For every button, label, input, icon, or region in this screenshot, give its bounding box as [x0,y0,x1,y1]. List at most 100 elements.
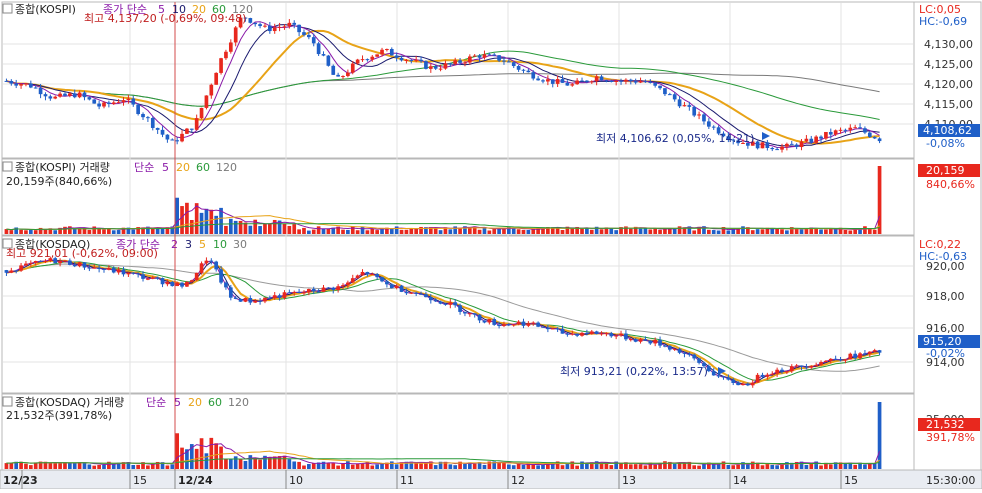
kosdaq-volume-bar [87,464,92,469]
kosdaq-candle-body [746,383,750,386]
kospi-candle-body [667,94,672,96]
kosdaq-volume-bar [604,462,609,469]
kosdaq-volume-bar [228,459,233,469]
kosdaq-volume-bar [146,465,150,469]
kospi-volume-bar [414,228,419,234]
kosdaq-candle-body [428,297,433,301]
kosdaq-candle-body [365,271,370,275]
kosdaq-volume-bar [467,462,472,469]
kospi-candle-body [185,128,189,134]
kosdaq-candle-body [482,320,487,323]
kospi-volume-bar [682,227,687,234]
kosdaq-candle-body [663,345,667,347]
kosdaq-candle-body [146,278,150,280]
kosdaq-candle-body [141,274,145,279]
kospi-price-series [4,14,882,153]
kospi-candle-body [804,138,809,142]
kospi-candle-body [14,83,19,86]
kospi-candle-body [824,131,828,139]
gridlines [3,3,913,469]
kospi-candle-body [321,54,326,56]
kosdaq-volume-bar [155,461,160,469]
kospi-volume-bar [624,226,628,234]
kosdaq-volume-bar [63,462,67,469]
kosdaq-candle-body [789,366,794,372]
kosdaq-candle-body [824,360,828,363]
kospi-candle-body [82,92,87,98]
kosdaq-ma-2: 2 [171,238,178,251]
kospi-ma-120: 120 [232,3,253,16]
kosdaq-volume-bar [438,461,443,469]
kospi-volume-bar [785,230,789,234]
kosdaq-candle-body [828,358,833,361]
kospi-volume-bar [165,227,170,234]
kosdaq-candle-body [541,326,545,328]
kospi-volume-bar [355,230,360,234]
kospi-y-tick-4125: 4,125,00 [924,58,973,71]
kospi-candle-body [268,25,272,32]
kospi-volume-bar [477,229,482,234]
kospi-candle-body [258,24,262,27]
kospi-candle-body [311,37,316,44]
kosdaq-volume-bar [414,462,419,469]
kospi-volume-bar [224,225,228,234]
kosdaq-candle-body [682,352,687,354]
kosdaq-volume-bar [9,462,14,469]
kosdaq-candle-body [794,365,799,367]
kospi-candle-body [526,70,531,73]
kospi-volume-bar [116,230,121,234]
kospi-candle-body [341,76,345,78]
kospi-candle-body [731,139,736,141]
kospi-candle-body [150,118,155,128]
kospi-volume-bar [648,229,653,234]
kospi-candle-body [516,66,521,70]
kospi-candle-body [843,129,848,131]
kosdaq-candle-body [453,302,458,306]
kosdaq-candle-body [570,333,575,335]
kospi-volume-bar [677,226,682,234]
kospi-volume-bar [185,202,189,234]
kosdaq-volume-bar [775,465,779,469]
kosdaq-volume-bar [238,458,243,469]
kospi-candle-body [433,66,438,69]
kosdaq-volume-bar [385,462,389,469]
kosdaq-candle-body [185,281,189,287]
kosdaq-volume-bar [355,463,360,469]
kospi-candle-body [394,55,399,58]
kospi-candle-body [287,22,292,27]
kospi-volume-bar [599,229,604,234]
kospi-candle-body [570,84,575,86]
kosdaq-volume-bar [141,462,145,469]
kosdaq-volume-bar [697,465,701,469]
kospi-candle-body [716,127,721,134]
kosdaq-candle-body [316,291,321,293]
kospi-volume-bar [809,227,814,234]
kospi-candle-body [385,48,389,50]
kosdaq-candle-body [355,275,360,279]
kospi-volume-last-pct: 840,66% [926,178,975,191]
kospi-candle-body [238,17,243,28]
kosdaq-volume-bar [794,461,799,469]
kosdaq-volume-bar [877,402,882,469]
kosdaq-candle-body [765,374,770,377]
kospi-volume-bar [370,228,375,234]
kospi-volume-last-tag [918,164,980,177]
kosdaq-volume-bar [575,465,579,469]
kosdaq-candle-body [736,382,740,386]
kospi-volume-bar [321,228,326,234]
kospi-volume-bar [389,228,394,234]
kosdaq-volume-bar [614,461,618,469]
kospi-volume-bar [228,218,233,234]
kospi-candle-body [707,121,711,127]
kosdaq-candle-body [311,288,316,292]
kospi-volume-right-axis: 20,159 840,66% [918,164,980,191]
kosdaq-volume-bar [731,465,736,469]
kosdaq-candle-body [487,319,492,323]
kospi-candle-body [219,58,223,73]
kospi-candle-body [575,80,579,85]
kosdaq-volume-bar [585,462,589,469]
kospi-ma-60-line [6,50,880,120]
kosdaq-right-axis: LC:0,22 HC:-0,63 920,00 918,00 916,00 91… [918,238,980,369]
kosdaq-volume-bar [619,463,623,469]
